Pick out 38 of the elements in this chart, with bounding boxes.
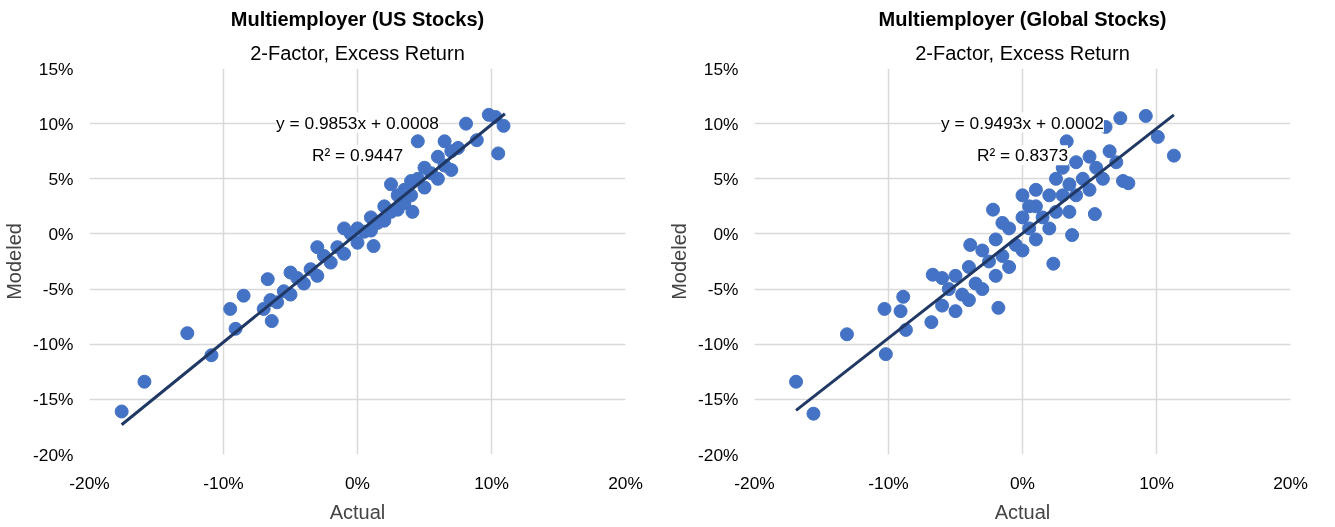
- chart-subtitle: 2-Factor, Excess Return: [250, 41, 465, 64]
- y-tick-label: -10%: [698, 334, 739, 355]
- annotation: R² = 0.9447: [311, 145, 404, 166]
- chart-title: Multiemployer (US Stocks): [230, 7, 485, 30]
- x-tick-label: -10%: [868, 472, 909, 493]
- y-tick-label: -5%: [707, 279, 739, 300]
- chart-title: Multiemployer (Global Stocks): [878, 7, 1167, 30]
- x-tick-label: 0%: [1009, 472, 1036, 493]
- x-tick-label: 20%: [1273, 472, 1308, 493]
- y-tick-label: 15%: [703, 58, 739, 79]
- y-tick-label: 10%: [38, 113, 74, 134]
- y-tick-label: 5%: [713, 168, 739, 189]
- y-tick-label: -5%: [42, 279, 74, 300]
- x-tick-label: -20%: [734, 472, 775, 493]
- y-tick-label: -10%: [33, 334, 74, 355]
- annotation: y = 0.9493x + 0.0002: [941, 112, 1104, 133]
- y-axis-title: Modeled: [3, 223, 26, 300]
- y-tick-label: -20%: [698, 444, 739, 465]
- chart-subtitle: 2-Factor, Excess Return: [915, 41, 1130, 64]
- y-tick-label: -20%: [33, 444, 74, 465]
- y-tick-label: 5%: [48, 168, 74, 189]
- y-tick-label: 0%: [48, 223, 74, 244]
- y-tick-label: 10%: [703, 113, 739, 134]
- y-tick-label: -15%: [33, 389, 74, 410]
- y-tick-label: 0%: [713, 223, 739, 244]
- x-tick-label: -10%: [203, 472, 244, 493]
- x-tick-label: 10%: [1139, 472, 1174, 493]
- annotation: y = 0.9853x + 0.0008: [276, 112, 439, 133]
- y-axis-title: Modeled: [668, 223, 691, 300]
- y-tick-label: 15%: [38, 58, 74, 79]
- annotation: R² = 0.8373: [976, 145, 1069, 166]
- x-tick-label: 0%: [344, 472, 371, 493]
- x-axis-title: Actual: [994, 500, 1051, 523]
- y-tick-label: -15%: [698, 389, 739, 410]
- x-tick-label: 20%: [608, 472, 643, 493]
- x-tick-label: -20%: [69, 472, 110, 493]
- x-axis-title: Actual: [329, 500, 386, 523]
- x-tick-label: 10%: [474, 472, 509, 493]
